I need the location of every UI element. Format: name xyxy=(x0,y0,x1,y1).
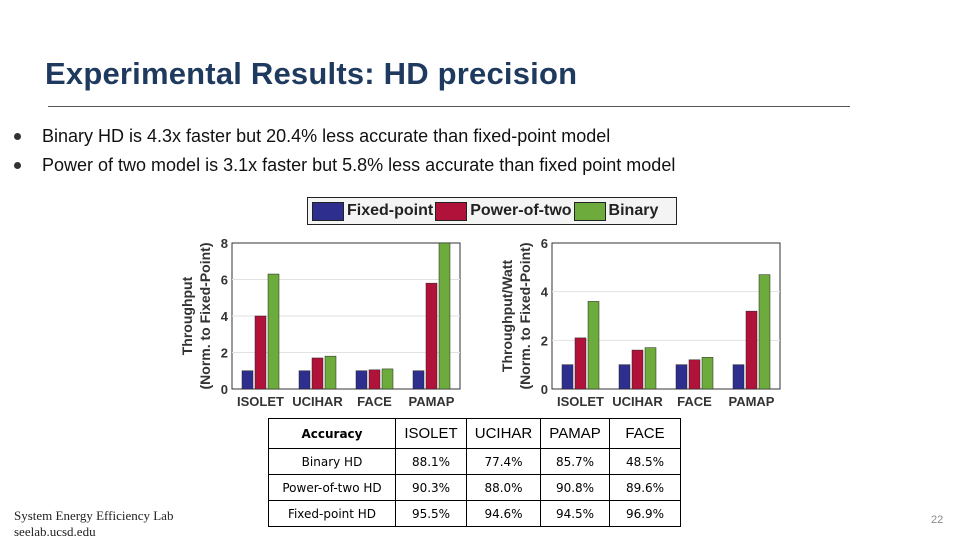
x-tick-label: UCIHAR xyxy=(292,394,343,409)
bar-fixed-point xyxy=(355,370,368,390)
x-tick-label: ISOLET xyxy=(237,394,284,409)
table-cell: 94.6% xyxy=(466,500,541,527)
x-tick-label: PAMAP xyxy=(729,394,775,409)
table-cell: 85.7% xyxy=(540,448,610,475)
bar-power-of-two xyxy=(254,315,267,390)
bar-binary xyxy=(324,355,337,390)
bar-fixed-point xyxy=(412,370,425,390)
table-cell: 77.4% xyxy=(466,448,541,475)
legend-item-fixed-point: Fixed-point xyxy=(312,201,434,221)
y-tick-label: 2 xyxy=(541,333,548,348)
bar-power-of-two xyxy=(745,310,758,390)
chart-legend: Fixed-point Power-of-two Binary xyxy=(307,197,677,225)
y-tick-label: 6 xyxy=(541,236,548,251)
bullet-text: Power of two model is 3.1x faster but 5.… xyxy=(42,155,676,175)
table-cell: 88.1% xyxy=(395,448,467,475)
bar-power-of-two xyxy=(574,337,587,390)
table-row: Fixed-point HD 95.5% 94.6% 94.5% 96.9% xyxy=(268,500,681,527)
footer-url: seelab.ucsd.edu xyxy=(14,524,96,539)
y-axis-label: Throughput/Watt xyxy=(499,260,515,373)
y-tick-label: 4 xyxy=(541,285,549,300)
x-tick-label: FACE xyxy=(357,394,392,409)
table-row-label: Fixed-point HD xyxy=(268,500,396,527)
bar-fixed-point xyxy=(298,370,311,390)
page-number: 22 xyxy=(931,514,944,526)
bar-fixed-point xyxy=(241,370,254,390)
bullet-dot-icon xyxy=(14,133,21,140)
table-row: Power-of-two HD 90.3% 88.0% 90.8% 89.6% xyxy=(268,474,681,501)
y-axis-label: (Norm. to Fixed-Point) xyxy=(517,243,533,390)
bar-binary xyxy=(758,274,771,390)
table-cell: 94.5% xyxy=(540,500,610,527)
legend-item-power-of-two: Power-of-two xyxy=(435,201,572,221)
table-row: Binary HD 88.1% 77.4% 85.7% 48.5% xyxy=(268,448,681,475)
slide-title: Experimental Results: HD precision xyxy=(45,56,578,91)
bar-power-of-two xyxy=(631,349,644,390)
y-tick-label: 2 xyxy=(221,346,228,361)
table-corner-cell: Accuracy xyxy=(268,418,396,449)
legend-label: Binary xyxy=(608,202,659,219)
x-tick-label: UCIHAR xyxy=(612,394,663,409)
bullet-list: Binary HD is 4.3x faster but 20.4% less … xyxy=(14,124,675,182)
bar-power-of-two xyxy=(688,359,701,390)
throughput-chart: 0 2 4 6 8 ISOLET UCIHAR FACE PAMAP Throughput (Nor… xyxy=(179,236,461,409)
table-column-header: PAMAP xyxy=(540,418,610,449)
footer-lab-name: System Energy Efficiency Lab xyxy=(14,508,174,523)
legend-swatch-fixed-point xyxy=(312,201,344,221)
y-tick-label: 0 xyxy=(541,382,548,397)
table-row-label: Power-of-two HD xyxy=(268,474,396,501)
bar-fixed-point xyxy=(561,364,574,390)
bar-power-of-two xyxy=(425,282,438,390)
table-column-header: FACE xyxy=(609,418,681,449)
bar-binary xyxy=(438,242,451,390)
legend-label: Power-of-two xyxy=(470,202,572,219)
legend-label: Fixed-point xyxy=(347,202,434,219)
table-cell: 95.5% xyxy=(395,500,467,527)
bullet-item: Power of two model is 3.1x faster but 5.… xyxy=(14,153,675,182)
bullet-item: Binary HD is 4.3x faster but 20.4% less … xyxy=(14,124,675,153)
bar-binary xyxy=(701,357,714,390)
y-tick-label: 4 xyxy=(221,309,229,324)
y-axis-label: (Norm. to Fixed-Point) xyxy=(197,243,213,390)
throughput-per-watt-chart: 0 2 4 6 ISOLET UCIHAR FACE PAMAP Throughput/Watt… xyxy=(499,236,781,409)
table-cell: 48.5% xyxy=(609,448,681,475)
bar-binary xyxy=(587,301,600,390)
bar-binary xyxy=(644,347,657,390)
y-axis-label: Throughput xyxy=(179,276,195,355)
y-tick-label: 6 xyxy=(221,273,228,288)
table-cell: 88.0% xyxy=(466,474,541,501)
y-tick-label: 8 xyxy=(221,236,228,251)
table-row-label: Binary HD xyxy=(268,448,396,475)
bar-fixed-point xyxy=(618,364,631,390)
table-cell: 90.3% xyxy=(395,474,467,501)
legend-swatch-power-of-two xyxy=(435,201,468,221)
x-tick-label: FACE xyxy=(677,394,712,409)
accuracy-table: Accuracy ISOLET UCIHAR PAMAP FACE Binary… xyxy=(268,418,681,527)
bar-binary xyxy=(267,273,280,390)
legend-item-binary: Binary xyxy=(573,201,659,221)
y-tick-label: 0 xyxy=(221,382,228,397)
table-cell: 89.6% xyxy=(609,474,681,501)
table-column-header: UCIHAR xyxy=(466,418,541,449)
bar-binary xyxy=(381,368,394,390)
bar-power-of-two xyxy=(311,357,324,390)
bar-power-of-two xyxy=(368,369,381,390)
table-header-row: Accuracy ISOLET UCIHAR PAMAP FACE xyxy=(268,418,681,449)
bar-fixed-point xyxy=(732,364,745,390)
table-cell: 96.9% xyxy=(609,500,681,527)
bullet-dot-icon xyxy=(14,162,21,169)
bullet-text: Binary HD is 4.3x faster but 20.4% less … xyxy=(42,126,611,146)
footer: System Energy Efficiency Lab seelab.ucsd… xyxy=(14,508,173,540)
bar-fixed-point xyxy=(675,364,688,390)
title-divider xyxy=(48,106,850,107)
x-tick-label: ISOLET xyxy=(557,394,604,409)
legend-swatch-binary xyxy=(573,201,606,221)
table-cell: 90.8% xyxy=(540,474,610,501)
table-column-header: ISOLET xyxy=(395,418,467,449)
x-tick-label: PAMAP xyxy=(409,394,455,409)
